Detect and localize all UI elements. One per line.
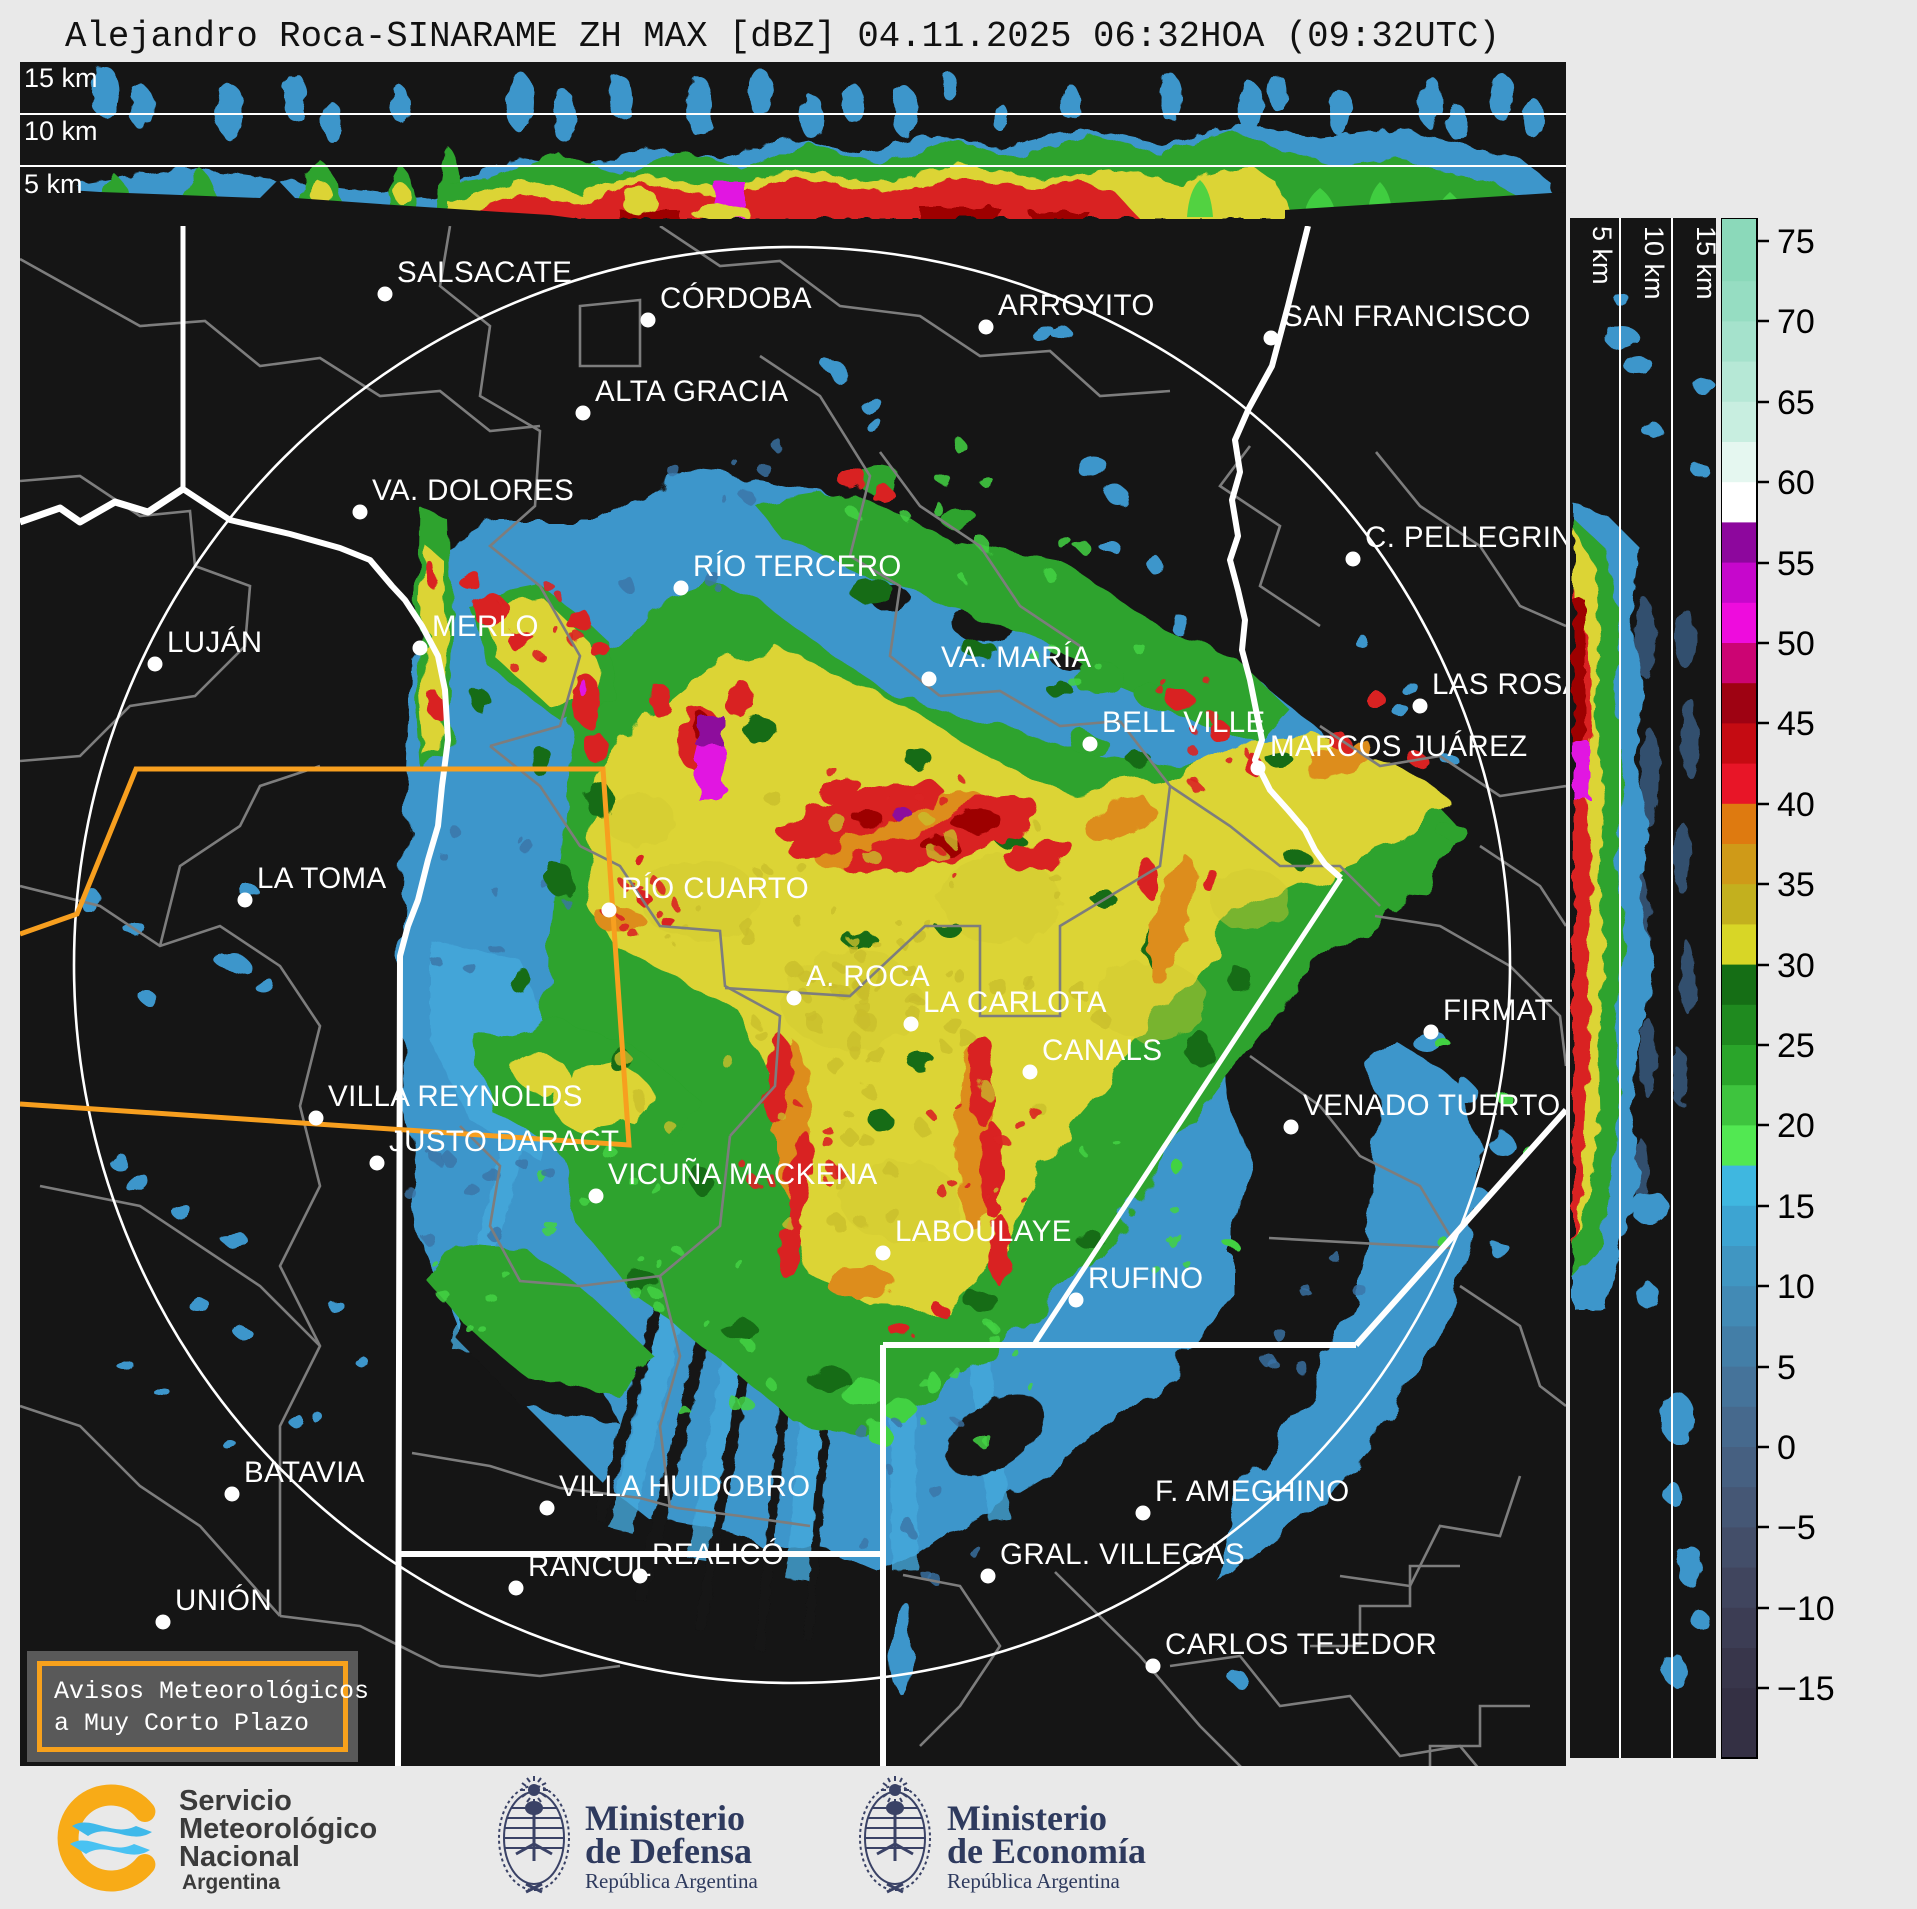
svg-text:75: 75	[1777, 223, 1815, 261]
svg-text:SALSACATE: SALSACATE	[397, 256, 572, 289]
svg-text:50: 50	[1777, 625, 1815, 663]
svg-text:10: 10	[1777, 1268, 1815, 1306]
svg-text:10 km: 10 km	[1639, 226, 1669, 300]
svg-text:Ministerio: Ministerio	[947, 1798, 1107, 1838]
svg-text:de Defensa: de Defensa	[585, 1831, 752, 1871]
svg-text:55: 55	[1777, 545, 1815, 583]
svg-text:Ministerio: Ministerio	[585, 1798, 745, 1838]
svg-text:CÓRDOBA: CÓRDOBA	[660, 282, 812, 315]
svg-text:VA. DOLORES: VA. DOLORES	[372, 474, 574, 507]
svg-text:25: 25	[1777, 1027, 1815, 1065]
svg-text:0: 0	[1777, 1429, 1796, 1467]
svg-text:de Economía: de Economía	[947, 1831, 1146, 1871]
svg-text:15 km: 15 km	[24, 63, 98, 93]
svg-text:20: 20	[1777, 1107, 1815, 1145]
svg-text:35: 35	[1777, 866, 1815, 904]
svg-text:ARROYITO: ARROYITO	[998, 289, 1155, 322]
svg-text:VA. MARÍA: VA. MARÍA	[941, 641, 1092, 674]
svg-text:60: 60	[1777, 464, 1815, 502]
svg-text:70: 70	[1777, 303, 1815, 341]
svg-text:5: 5	[1777, 1349, 1796, 1387]
svg-text:Servicio: Servicio	[179, 1785, 292, 1817]
svg-text:VILLA REYNOLDS: VILLA REYNOLDS	[328, 1080, 583, 1113]
svg-text:LAS ROSA: LAS ROSA	[1432, 668, 1566, 701]
svg-text:FIRMAT: FIRMAT	[1443, 994, 1553, 1027]
svg-text:LA CARLOTA: LA CARLOTA	[923, 986, 1107, 1019]
svg-text:MERLO: MERLO	[432, 610, 539, 643]
svg-text:−10: −10	[1777, 1590, 1835, 1628]
svg-text:F. AMEGHINO: F. AMEGHINO	[1155, 1475, 1350, 1508]
svg-text:45: 45	[1777, 705, 1815, 743]
svg-text:15: 15	[1777, 1188, 1815, 1226]
svg-text:VENADO TUERTO: VENADO TUERTO	[1303, 1089, 1561, 1122]
svg-text:LUJÁN: LUJÁN	[167, 626, 262, 659]
svg-text:10 km: 10 km	[24, 116, 98, 146]
svg-text:CARLOS TEJEDOR: CARLOS TEJEDOR	[1165, 1628, 1437, 1661]
svg-text:C. PELLEGRIN: C. PELLEGRIN	[1365, 521, 1566, 554]
svg-text:40: 40	[1777, 786, 1815, 824]
svg-text:−15: −15	[1777, 1670, 1835, 1708]
svg-text:CANALS: CANALS	[1042, 1034, 1162, 1067]
svg-text:VICUÑA MACKENA: VICUÑA MACKENA	[608, 1157, 878, 1191]
svg-text:5 km: 5 km	[1587, 226, 1617, 285]
svg-text:JUSTO DARACT: JUSTO DARACT	[389, 1125, 619, 1158]
svg-text:GRAL. VILLEGAS: GRAL. VILLEGAS	[1000, 1538, 1245, 1571]
svg-text:MARCOS JUÁREZ: MARCOS JUÁREZ	[1270, 730, 1528, 763]
svg-text:VILLA HUIDOBRO: VILLA HUIDOBRO	[559, 1470, 811, 1503]
svg-text:Argentina: Argentina	[182, 1871, 280, 1894]
svg-text:BATAVIA: BATAVIA	[244, 1456, 365, 1489]
svg-text:Nacional: Nacional	[179, 1841, 300, 1873]
svg-text:15 km: 15 km	[1691, 226, 1716, 300]
svg-text:LA TOMA: LA TOMA	[257, 862, 387, 895]
svg-text:República Argentina: República Argentina	[585, 1869, 758, 1893]
svg-text:A. ROCA: A. ROCA	[806, 960, 930, 993]
svg-text:Meteorológico: Meteorológico	[179, 1813, 377, 1845]
svg-text:UNIÓN: UNIÓN	[175, 1584, 272, 1617]
svg-text:RUFINO: RUFINO	[1088, 1262, 1203, 1295]
svg-text:RANCUL: RANCUL	[528, 1550, 652, 1583]
svg-text:65: 65	[1777, 384, 1815, 422]
svg-text:RÍO CUARTO: RÍO CUARTO	[621, 872, 809, 905]
svg-text:República Argentina: República Argentina	[947, 1869, 1120, 1893]
svg-text:−5: −5	[1777, 1509, 1816, 1547]
svg-text:BELL VILLE: BELL VILLE	[1102, 706, 1266, 739]
svg-text:ALTA GRACIA: ALTA GRACIA	[595, 375, 788, 408]
svg-text:SAN FRANCISCO: SAN FRANCISCO	[1283, 300, 1531, 333]
svg-text:30: 30	[1777, 947, 1815, 985]
svg-text:LABOULAYE: LABOULAYE	[895, 1215, 1072, 1248]
svg-text:5 km: 5 km	[24, 169, 83, 199]
svg-text:REALICÓ: REALICÓ	[652, 1538, 784, 1571]
svg-text:RÍO TERCERO: RÍO TERCERO	[693, 550, 902, 583]
